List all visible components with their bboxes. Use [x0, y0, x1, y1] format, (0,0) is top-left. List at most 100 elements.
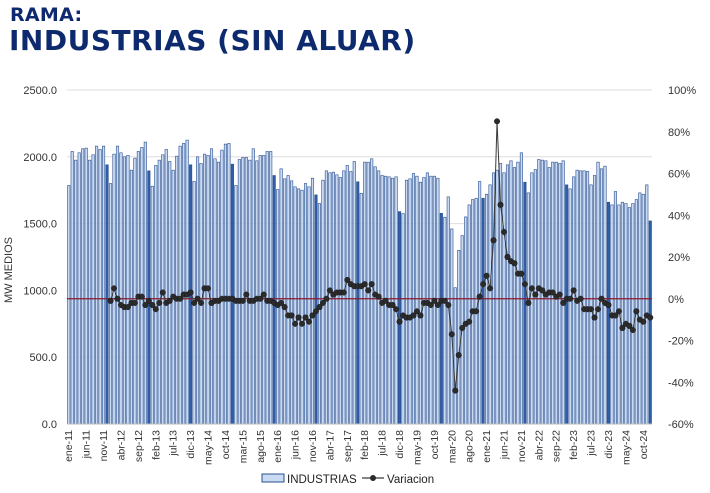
variation-point [521, 281, 528, 288]
x-tick-label: may-14 [203, 430, 215, 465]
x-tick-label: nov-21 [516, 430, 528, 462]
bar [394, 176, 398, 425]
bar [199, 163, 203, 425]
bar [345, 165, 349, 425]
x-tick-label: dic-23 [603, 430, 615, 459]
variation-point [647, 314, 654, 321]
variation-point [187, 289, 194, 296]
x-tick-label: abr-17 [324, 430, 336, 461]
variation-point [138, 293, 145, 300]
variation-point [260, 291, 267, 298]
bar [352, 161, 356, 425]
bar [213, 158, 217, 425]
bar [519, 152, 523, 425]
legend-label-industrias: INDUSTRIAS [287, 474, 357, 486]
bar [91, 154, 95, 425]
variation-point [389, 302, 396, 309]
variation-point [490, 237, 497, 244]
y-axis-right: -60% -40% -20% 0% 20% 40% 60% 80% 100% [668, 85, 696, 431]
bar [129, 169, 133, 425]
variation-point [198, 299, 205, 306]
y2-tick-label: 40% [668, 210, 690, 222]
bar [175, 155, 179, 425]
variation-point [344, 276, 351, 283]
variation-point [532, 291, 539, 298]
bar [77, 152, 81, 425]
bar [119, 152, 123, 425]
variation-point [427, 302, 434, 309]
variation-point [487, 285, 494, 292]
bar [209, 148, 214, 425]
bar [234, 185, 238, 425]
variation-point [455, 352, 462, 359]
x-tick-label: ago-20 [464, 430, 476, 463]
page-title: INDUSTRIAS (SIN ALUAR) [9, 24, 416, 57]
variation-point [556, 291, 563, 298]
variation-point [549, 289, 556, 296]
variation-point [577, 295, 584, 302]
bar [415, 175, 419, 425]
x-tick-label: sep-17 [342, 430, 354, 462]
variation-point [177, 295, 184, 302]
variation-point [365, 287, 372, 294]
x-tick-label: nov-11 [98, 430, 110, 461]
variation-point [413, 308, 420, 315]
variation-point [431, 297, 438, 304]
x-tick-label: may-19 [411, 430, 423, 465]
variation-point [539, 287, 546, 294]
bar [509, 160, 513, 425]
x-tick-label: dic-13 [185, 430, 197, 459]
bar [641, 193, 645, 425]
bar [241, 157, 245, 425]
bar [603, 165, 607, 425]
bar [592, 175, 597, 425]
variation-point [319, 299, 326, 306]
variation-point [292, 320, 299, 327]
bar [331, 171, 335, 425]
variation-point [629, 327, 636, 334]
variation-point [396, 318, 403, 325]
bar [283, 178, 287, 425]
bar [363, 161, 367, 425]
bar [143, 141, 147, 425]
variation-point [605, 302, 612, 309]
x-tick-label: sep-12 [133, 430, 145, 462]
bar [196, 156, 200, 425]
bar [168, 161, 172, 425]
variation-point [281, 304, 288, 311]
variation-point [288, 312, 295, 319]
bar [467, 204, 471, 425]
bar [349, 171, 353, 425]
legend-marker-variacion [370, 475, 376, 481]
variation-point [243, 291, 250, 298]
variation-point [567, 295, 574, 302]
x-tick-label: dic-18 [394, 430, 406, 459]
bar [216, 161, 221, 425]
bar [258, 155, 262, 425]
variation-point [560, 299, 567, 306]
variation-point [145, 297, 152, 304]
variation-point [340, 289, 347, 296]
bar [223, 143, 227, 425]
variation-point [615, 308, 622, 315]
variation-point [441, 297, 448, 304]
variation-point [591, 314, 598, 321]
bar [136, 151, 140, 425]
bar [185, 139, 189, 425]
bar [279, 168, 283, 425]
bar [265, 151, 269, 425]
variation-point [417, 312, 424, 319]
bar [307, 186, 311, 425]
bar [561, 160, 565, 425]
bar [220, 149, 224, 425]
variation-point [445, 302, 452, 309]
variation-point [619, 324, 626, 331]
bar [631, 203, 635, 425]
variation-point [501, 228, 508, 235]
variation-point [393, 306, 400, 313]
bar [126, 155, 130, 425]
bar [488, 184, 492, 425]
variation-point [191, 299, 198, 306]
bar [606, 201, 611, 425]
bar [105, 164, 109, 425]
